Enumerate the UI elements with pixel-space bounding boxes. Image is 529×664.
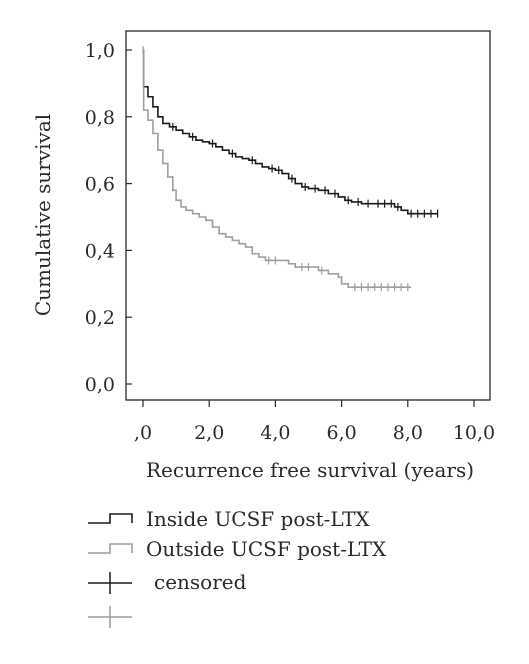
plot-frame [125,30,491,401]
legend-symbol-step [88,513,133,524]
y-tick-label: 0,0 [85,374,115,396]
series-line-outside [142,49,412,288]
y-tick-label: 0,8 [85,107,115,129]
legend: Inside UCSF post-LTX Outside UCSF post-LT… [88,507,387,628]
x-tick-label: 10,0 [453,422,495,444]
y-axis-label: Cumulative survival [31,114,55,316]
legend-symbol-step [88,543,133,554]
y-tick-label: 0,6 [85,174,115,196]
survival-curves [142,46,439,292]
series-line-inside [142,49,438,215]
legend-label: censored [154,570,247,594]
x-tick-label: ,0 [134,422,152,444]
y-tick-label: 0,4 [85,240,115,262]
y-axis: 0,0 0,2 0,4 0,6 0,8 1,0 [85,40,132,396]
x-axis: ,0 2,0 4,0 6,0 8,0 10,0 [134,400,495,444]
x-tick-label: 2,0 [194,422,224,444]
y-tick-label: 1,0 [85,40,115,62]
x-axis-label: Recurrence free survival (years) [146,458,474,482]
legend-label: Inside UCSF post-LTX [146,507,370,531]
y-tick-label: 0,2 [85,307,115,329]
legend-label: Outside UCSF post-LTX [146,537,387,561]
x-tick-label: 6,0 [326,422,356,444]
x-tick-label: 4,0 [260,422,290,444]
x-tick-label: 8,0 [393,422,423,444]
